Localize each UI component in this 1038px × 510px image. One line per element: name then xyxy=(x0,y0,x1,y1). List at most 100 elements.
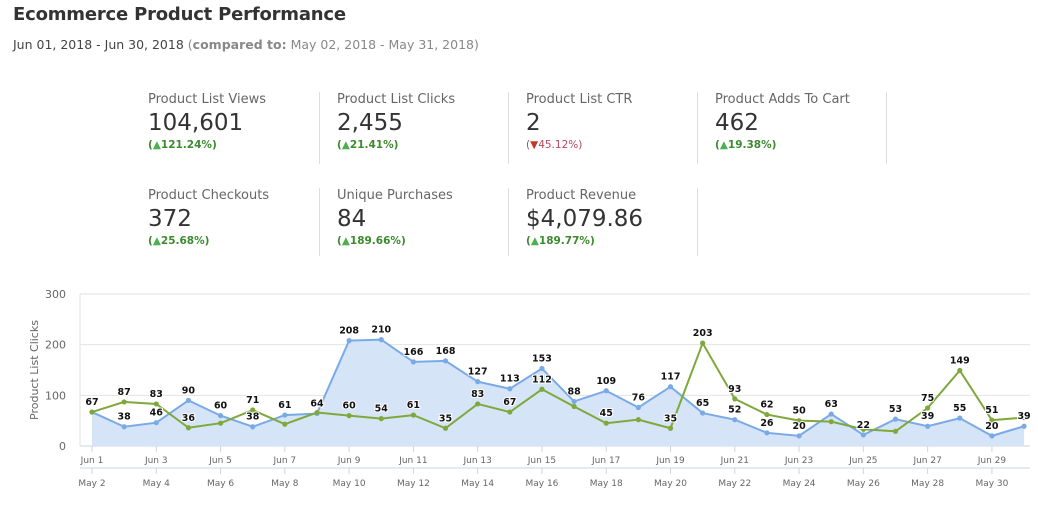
up-arrow-icon: ▲ xyxy=(152,139,161,151)
current-point xyxy=(989,433,995,439)
current-point xyxy=(442,358,449,364)
x-tick-label-compare: May 18 xyxy=(590,479,623,489)
metric-product-revenue[interactable]: Product Revenue $4,079.86 (▲189.77%) xyxy=(526,188,696,260)
compare-point xyxy=(732,396,738,402)
x-tick-label-compare: May 14 xyxy=(461,479,494,489)
data-labels: 67 38 46 90 60 38 61 64 208 210 166 168 127 113 153 88 1… xyxy=(84,324,1031,433)
metric-label: Product Revenue xyxy=(526,188,637,203)
current-data-label: 117 xyxy=(661,372,681,383)
compare-data-label: 51 xyxy=(985,405,998,416)
x-tick-label-compare: May 4 xyxy=(143,479,170,489)
current-data-label: 46 xyxy=(150,408,164,419)
y-axis-ticks: 0 100 200 300 xyxy=(45,288,66,453)
current-point xyxy=(892,416,899,422)
compare-data-label: 67 xyxy=(503,397,516,408)
current-data-label: 64 xyxy=(310,399,324,410)
up-arrow-icon: ▲ xyxy=(341,139,350,151)
compared-label: compared to: xyxy=(192,37,287,52)
compare-data-label: 45 xyxy=(600,408,613,419)
metric-product-adds-to-cart[interactable]: Product Adds To Cart 462 (▲19.38%) xyxy=(715,92,885,164)
compare-data-label: 112 xyxy=(532,374,552,385)
page-title: Ecommerce Product Performance xyxy=(13,4,346,25)
current-data-label: 168 xyxy=(436,346,456,357)
compare-point xyxy=(250,407,256,413)
metric-divider xyxy=(886,92,887,164)
current-point xyxy=(346,338,352,344)
x-tick-label-current: Jun 7 xyxy=(273,456,297,466)
current-data-label: 113 xyxy=(500,374,520,385)
current-point xyxy=(828,411,834,417)
compare-point xyxy=(796,418,802,424)
current-data-label: 65 xyxy=(696,398,709,409)
current-data-label: 166 xyxy=(403,347,423,358)
metric-divider xyxy=(508,188,509,256)
x-tick-label-compare: May 22 xyxy=(718,479,751,489)
up-arrow-icon: ▲ xyxy=(719,139,728,151)
metric-unique-purchases[interactable]: Unique Purchases 84 (▲189.66%) xyxy=(337,188,507,260)
x-tick-label-current: Jun 1 xyxy=(80,456,104,466)
current-data-label: 127 xyxy=(468,367,488,378)
compare-point xyxy=(442,425,449,431)
compare-data-label: 60 xyxy=(343,401,357,412)
metric-product-list-views[interactable]: Product List Views 104,601 (▲121.24%) xyxy=(148,92,318,164)
x-tick-label-compare: May 30 xyxy=(975,479,1008,489)
compare-point xyxy=(1021,415,1027,421)
x-tick-label-compare: May 6 xyxy=(207,479,234,489)
metric-value: 372 xyxy=(148,206,192,232)
current-data-label: 208 xyxy=(339,326,359,337)
current-point xyxy=(378,337,384,343)
current-point xyxy=(957,415,963,421)
y-tick-label: 0 xyxy=(59,440,66,453)
current-data-label: 61 xyxy=(278,400,291,411)
y-tick-label: 300 xyxy=(45,288,66,301)
compare-point xyxy=(282,421,288,427)
current-point xyxy=(410,359,416,365)
metric-label: Product Adds To Cart xyxy=(715,92,850,107)
current-point xyxy=(153,420,159,426)
compare-data-label: 75 xyxy=(921,393,934,404)
compare-point xyxy=(667,425,674,431)
current-point xyxy=(603,388,609,394)
x-tick-label-current: Jun 11 xyxy=(398,456,427,466)
current-area xyxy=(92,339,1025,446)
x-tick-label-current: Jun 17 xyxy=(591,456,620,466)
series-lines xyxy=(91,338,1025,437)
metric-divider xyxy=(508,92,509,164)
metric-value: 2,455 xyxy=(337,110,403,136)
metric-product-list-ctr[interactable]: Product List CTR 2 (▼45.12%) xyxy=(526,92,696,164)
current-data-label: 38 xyxy=(246,412,260,423)
current-line xyxy=(91,338,1025,437)
metric-label: Product List CTR xyxy=(526,92,633,107)
metric-divider xyxy=(697,188,698,256)
x-tick-label-compare: May 2 xyxy=(78,479,105,489)
compare-point xyxy=(217,420,224,426)
up-arrow-icon: ▲ xyxy=(530,235,539,247)
metric-label: Product List Views xyxy=(148,92,266,107)
current-data-label: 39 xyxy=(921,411,934,422)
metric-change: (▼45.12%) xyxy=(526,139,583,151)
compare-data-label: 71 xyxy=(246,395,259,406)
metric-change-value: 21.41% xyxy=(349,139,394,151)
current-point xyxy=(764,430,770,436)
compare-line xyxy=(91,340,1025,433)
compared-dates: May 02, 2018 - May 31, 2018) xyxy=(286,37,479,52)
current-point xyxy=(250,424,256,430)
metric-value: 84 xyxy=(337,206,367,232)
metric-product-list-clicks[interactable]: Product List Clicks 2,455 (▲21.41%) xyxy=(337,92,507,164)
compare-point xyxy=(507,409,513,415)
compare-point xyxy=(635,417,641,423)
compare-data-label: 83 xyxy=(150,389,163,400)
up-arrow-icon: ▲ xyxy=(341,235,350,247)
x-tick-label-compare: May 28 xyxy=(911,479,944,489)
x-tick-label-current: Jun 9 xyxy=(337,456,361,466)
compared-range: (compared to: May 02, 2018 - May 31, 201… xyxy=(188,37,479,52)
x-tick-label-compare: May 12 xyxy=(397,479,430,489)
down-arrow-icon: ▼ xyxy=(530,139,539,151)
metric-product-checkouts[interactable]: Product Checkouts 372 (▲25.68%) xyxy=(148,188,318,260)
current-point xyxy=(796,433,802,439)
compare-point xyxy=(121,399,127,405)
x-tick-label-compare: May 24 xyxy=(783,479,816,489)
x-tick-label-current: Jun 13 xyxy=(462,456,491,466)
compare-data-label: 35 xyxy=(664,413,677,424)
compare-point xyxy=(603,420,609,426)
